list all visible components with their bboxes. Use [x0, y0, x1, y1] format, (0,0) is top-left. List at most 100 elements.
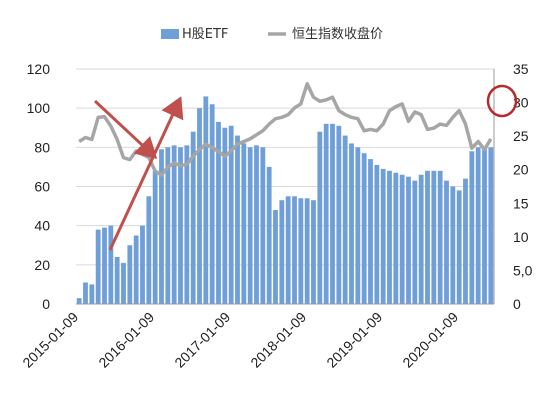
- annotation-arrow-down: [93, 99, 158, 160]
- bar-etf-2018-08: [349, 143, 354, 304]
- axes: [76, 69, 495, 305]
- bar-etf-2016-04: [171, 145, 177, 305]
- bar-etf-2015-02: [83, 282, 88, 304]
- bar-etf-2017-01: [228, 125, 234, 304]
- bar-etf-2015-01: [76, 298, 82, 305]
- bar-etf-2019-01: [380, 168, 386, 305]
- bar-etf-2019-04: [399, 174, 405, 304]
- x-tick-label: 2020-01-09: [399, 309, 461, 371]
- bar-etf-2018-07: [342, 135, 348, 304]
- bar-etf-2020-01: [456, 190, 462, 304]
- right-tick-label: 15: [513, 195, 529, 211]
- bar-etf-2020-04: [475, 147, 481, 304]
- bar-etf-2016-02: [159, 149, 164, 304]
- x-tick-label: 2018-01-09: [247, 309, 309, 371]
- bar-etf-2018-04: [323, 123, 329, 304]
- bar-etf-2018-02: [311, 200, 316, 304]
- bar-etf-2018-06: [336, 125, 342, 304]
- x-tick-label: 2019-01-09: [323, 309, 385, 371]
- bar-etf-2016-12: [222, 127, 228, 304]
- left-tick-label: 0: [42, 296, 50, 312]
- bar-etf-2019-12: [450, 186, 456, 304]
- left-tick-label: 80: [34, 139, 50, 155]
- bar-etf-2018-12: [374, 164, 380, 304]
- bar-etf-2018-11: [368, 159, 373, 304]
- bar-etf-2017-12: [298, 198, 304, 304]
- left-tick-label: 60: [34, 179, 50, 195]
- x-tick-label: 2015-01-09: [19, 309, 81, 371]
- bar-etf-2019-10: [437, 170, 443, 304]
- bar-etf-2015-06: [108, 225, 114, 304]
- bar-etf-2016-11: [216, 121, 221, 305]
- legend: H股ETF 恒生指数收盘价: [161, 26, 383, 42]
- bar-etf-2017-07: [266, 166, 272, 304]
- bar-etf-2017-06: [260, 147, 266, 304]
- bar-etf-2018-05: [330, 123, 335, 304]
- bar-etf-2017-10: [285, 196, 291, 304]
- bar-etf-2015-08: [121, 262, 126, 305]
- legend-swatch-bar: [161, 29, 179, 39]
- bar-series-h-share-etf: [76, 96, 494, 305]
- bar-etf-2018-10: [361, 153, 367, 304]
- bar-etf-2015-04: [95, 229, 101, 304]
- bar-etf-2015-11: [140, 225, 145, 304]
- right-tick-label: 35: [513, 61, 529, 77]
- legend-label-hsi: 恒生指数收盘价: [292, 26, 383, 42]
- bar-etf-2020-06: [488, 147, 494, 304]
- bar-etf-2016-10: [209, 104, 215, 304]
- bar-etf-2017-09: [279, 200, 285, 304]
- legend-label-etf: H股ETF: [182, 27, 228, 42]
- annotations: [93, 84, 518, 251]
- bar-etf-2017-02: [235, 135, 240, 304]
- bar-etf-2016-07: [190, 131, 196, 304]
- bar-etf-2016-06: [184, 145, 190, 305]
- bar-etf-2017-03: [241, 143, 247, 304]
- bar-etf-2019-08: [425, 170, 430, 304]
- x-tick-label: 2016-01-09: [95, 309, 157, 371]
- bar-etf-2015-12: [146, 196, 152, 304]
- bar-etf-2017-08: [273, 210, 278, 304]
- left-tick-label: 100: [27, 100, 51, 116]
- bar-etf-2017-04: [247, 147, 253, 304]
- right-tick-label: 20: [513, 162, 529, 178]
- left-tick-label: 40: [34, 218, 50, 234]
- bar-etf-2018-03: [317, 131, 323, 304]
- bar-etf-2015-10: [133, 235, 139, 304]
- bar-etf-2016-09: [203, 96, 209, 304]
- annotation-circle-right-axis: [486, 84, 518, 118]
- left-axis-tick-labels: 0 20 40 60 80 100 120: [27, 61, 51, 312]
- bar-etf-2015-09: [127, 245, 133, 304]
- line-series-hang-seng-close: [78, 82, 493, 177]
- right-tick-label: 25: [513, 128, 529, 144]
- bar-etf-2020-02: [463, 178, 468, 304]
- bar-etf-2019-05: [406, 176, 411, 304]
- bar-etf-2016-08: [197, 108, 202, 304]
- right-tick-label: 5,0: [513, 262, 533, 278]
- bar-etf-2015-07: [114, 257, 120, 304]
- bar-etf-2019-06: [412, 180, 418, 305]
- right-tick-label: 10: [513, 229, 529, 245]
- bar-etf-2015-05: [102, 227, 107, 305]
- bar-etf-2016-05: [178, 147, 183, 304]
- bar-etf-2019-03: [393, 172, 399, 304]
- bar-etf-2016-03: [165, 147, 171, 304]
- right-tick-label: 0: [513, 296, 521, 312]
- annotation-arrow-up: [108, 96, 184, 251]
- bar-etf-2020-03: [469, 151, 475, 304]
- bar-etf-2019-11: [444, 180, 449, 305]
- bar-etf-2016-01: [152, 170, 158, 304]
- bar-etf-2018-01: [304, 198, 310, 304]
- bar-etf-2017-11: [292, 196, 297, 304]
- bar-etf-2019-09: [431, 170, 437, 304]
- bar-etf-2018-09: [355, 147, 361, 304]
- bar-etf-2015-03: [89, 284, 95, 304]
- x-tick-label: 2017-01-09: [171, 309, 233, 371]
- x-axis-tick-labels: 2015-01-09 2016-01-09 2017-01-09 2018-01-09…: [19, 309, 461, 371]
- bar-etf-2019-02: [387, 170, 392, 304]
- left-tick-label: 120: [27, 61, 51, 77]
- bar-etf-2020-05: [482, 147, 487, 304]
- bar-etf-2017-05: [254, 145, 259, 305]
- bar-etf-2019-07: [418, 174, 424, 304]
